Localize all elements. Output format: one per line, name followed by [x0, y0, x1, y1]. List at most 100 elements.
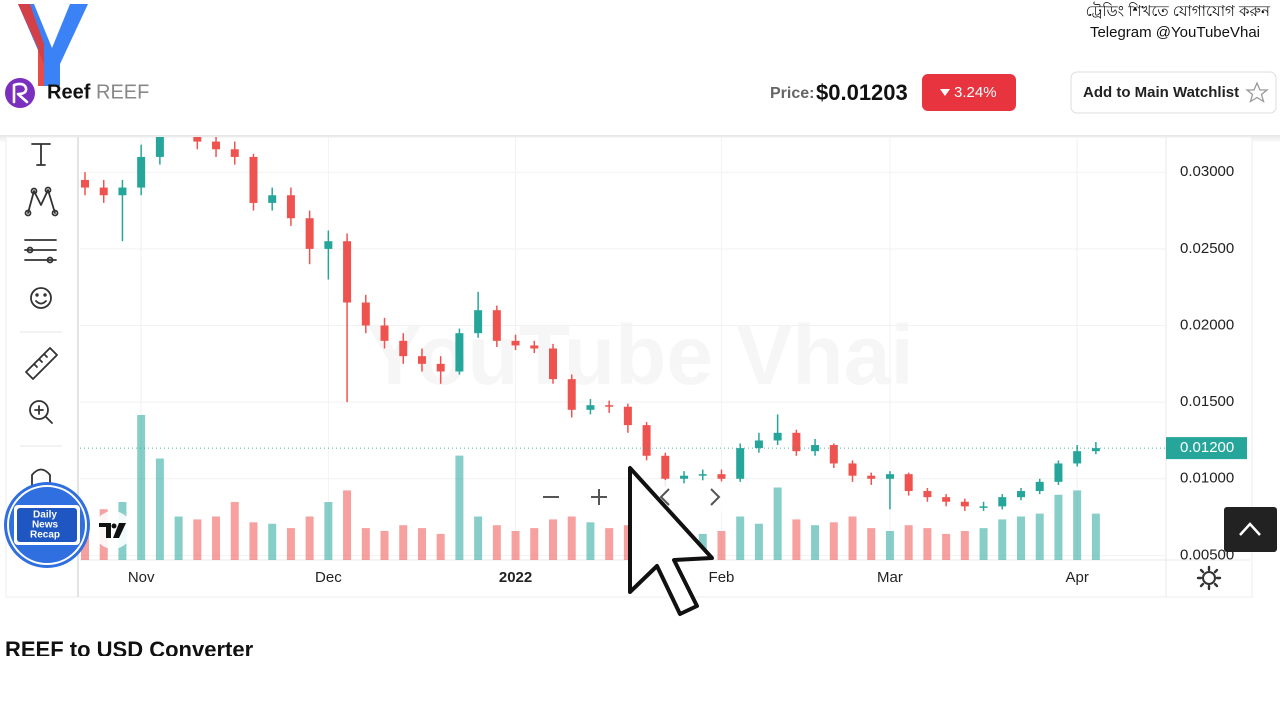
volume-bar: [942, 533, 951, 560]
scroll-left-icon[interactable]: [659, 488, 670, 506]
page-fold: [0, 656, 1280, 720]
badge-text: News: [32, 520, 59, 531]
candle-body: [605, 405, 614, 407]
ruler-tool[interactable]: [25, 347, 58, 380]
candle-body: [81, 179, 89, 188]
watchlist-label[interactable]: Add to Main Watchlist: [1083, 84, 1239, 101]
candle-body: [623, 406, 632, 426]
candle-body: [661, 455, 670, 479]
price-label: Price:: [770, 85, 814, 102]
drawing-toolbar: [20, 143, 62, 489]
volume-bar: [1035, 513, 1044, 560]
volume-bar: [380, 531, 389, 560]
volume-bar: [174, 516, 183, 560]
candle-body: [530, 345, 539, 349]
candle-body: [586, 405, 595, 410]
candle-body: [1017, 491, 1025, 498]
badge-text: Daily: [33, 510, 57, 521]
volume-bar: [736, 516, 745, 560]
y-tick-label: 0.00500: [1180, 546, 1234, 563]
coin-symbol: REEF: [96, 81, 149, 103]
candle-body: [698, 474, 707, 476]
volume-bar: [829, 522, 838, 560]
change-badge: 3.24%: [922, 74, 1016, 111]
zoom-in-icon[interactable]: [591, 489, 607, 505]
volume-bar: [1054, 494, 1063, 560]
brand-line: Telegram @YouTubeVhai: [1090, 24, 1260, 41]
candle-body: [137, 156, 146, 188]
channel-logo: [18, 4, 88, 86]
scroll-top-button[interactable]: [1224, 507, 1277, 552]
brand-line: ট্রেডিং শিখতে যোগাযোগ করুন: [1086, 2, 1271, 20]
volume-bar: [455, 455, 464, 560]
y-tick-label: 0.01000: [1180, 470, 1234, 487]
candle-body: [549, 348, 557, 380]
volume-bar: [530, 528, 539, 560]
volume-bar: [754, 523, 763, 560]
volume-bar: [155, 458, 164, 560]
candle-body: [399, 340, 408, 357]
volume-bar: [623, 525, 632, 560]
volume-bar: [268, 523, 277, 560]
x-tick-label: Mar: [877, 569, 903, 586]
volume-bar: [436, 533, 445, 560]
coin-logo: [5, 78, 35, 108]
volume-bar: [286, 528, 295, 560]
volume-bar: [1073, 490, 1082, 560]
x-tick-label: 2022: [499, 569, 532, 586]
scroll-right[interactable]: [698, 480, 732, 514]
emoji-tool[interactable]: [30, 287, 52, 309]
candle-body: [212, 141, 221, 150]
watchlist-button[interactable]: Add to Main Watchlist: [1070, 71, 1277, 114]
coin-name: Reef: [47, 81, 91, 103]
volume-bar: [904, 525, 913, 560]
volume-bar: [549, 519, 557, 560]
volume-bar: [249, 522, 258, 560]
volume-bar: [399, 525, 408, 560]
volume-bar: [717, 531, 726, 560]
candle-body: [642, 425, 651, 456]
settings-button[interactable]: [1196, 565, 1222, 591]
scroll-right-icon[interactable]: [710, 488, 721, 506]
zoom-tool[interactable]: [29, 400, 53, 424]
candle-body: [792, 432, 801, 452]
volume-bar: [792, 519, 801, 560]
star-icon[interactable]: [1245, 81, 1269, 103]
volume-bar: [605, 528, 614, 560]
x-tick-label: Feb: [709, 569, 735, 586]
fib-tool[interactable]: [24, 239, 57, 264]
price: $0.01203: [816, 80, 908, 105]
text-tool[interactable]: [31, 143, 51, 166]
candle-body: [960, 501, 969, 507]
candle-body: [436, 363, 445, 372]
watermark: YouTube Vhai: [366, 308, 914, 402]
candle-body: [1073, 451, 1082, 464]
axes: 0.00500 0.01000 0.01500 0.02000 0.02500 0.030…: [128, 163, 1247, 586]
candle-body: [680, 475, 689, 479]
candle-body: [904, 474, 913, 492]
x-tick-label: Dec: [315, 569, 342, 586]
volume-bar: [848, 516, 857, 560]
candle-body: [998, 497, 1007, 507]
magnet-tool[interactable]: [31, 468, 51, 489]
volume-bar: [567, 516, 576, 560]
pattern-tool[interactable]: [24, 186, 59, 217]
candle-body: [118, 187, 127, 196]
volume-bar: [867, 528, 876, 560]
candle-body: [155, 137, 164, 157]
candle-body: [249, 156, 258, 203]
volume-bar: [230, 502, 239, 560]
candle-body: [829, 445, 838, 464]
candle-body: [193, 137, 202, 142]
change-value: 3.24%: [954, 84, 997, 101]
candle-body: [717, 474, 726, 479]
last-price-tag: [1166, 437, 1247, 460]
volume-bar: [998, 519, 1007, 560]
candle-body: [979, 506, 988, 508]
mouse-cursor: [628, 466, 714, 616]
candle-body: [455, 333, 464, 372]
volume-bar: [212, 516, 221, 560]
plot-area: [80, 137, 1165, 560]
